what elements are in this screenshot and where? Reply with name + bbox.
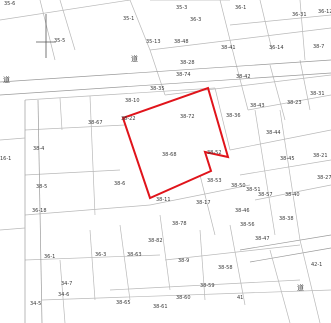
parcel-label[interactable]: 38-52 [207,150,222,156]
parcel-label[interactable]: 38-45 [280,156,295,162]
parcel-label[interactable]: 36-14 [269,45,284,51]
road-label: 道 [131,54,138,63]
parcel-label[interactable]: 38-43 [250,103,265,109]
parcel-label[interactable]: 38-38 [279,216,294,222]
parcel-label[interactable]: 38-28 [180,60,195,66]
parcel-label[interactable]: 38-51 [246,187,261,193]
parcel-label[interactable]: 38-41 [221,45,236,51]
parcel-label[interactable]: 38-56 [240,222,255,228]
parcel-label[interactable]: 38-74 [176,72,191,78]
parcel-label[interactable]: 38-22 [121,116,136,122]
parcel-label[interactable]: 38-47 [255,236,270,242]
parcel-label[interactable]: 34-6 [58,292,69,298]
parcel-label[interactable]: 36-31 [292,12,307,18]
parcel-label[interactable]: 38-63 [127,252,142,258]
parcel-label[interactable]: 38-10 [125,98,140,104]
parcel-label[interactable]: 38-42 [236,74,251,80]
parcel-label[interactable]: 38-50 [231,183,246,189]
parcel-label[interactable]: 38-59 [200,283,215,289]
parcel-label[interactable]: 38-27 [317,175,331,181]
parcel-label[interactable]: 35-6 [4,1,15,7]
parcel-label[interactable]: 36-3 [95,252,106,258]
parcel-label[interactable]: 38-48 [174,39,189,45]
parcel-label[interactable]: 35-13 [146,39,161,45]
parcel-label[interactable]: 38-65 [116,300,131,306]
parcel-label[interactable]: 38-60 [176,295,191,301]
parcel-label[interactable]: 38-21 [313,153,328,159]
parcel-label[interactable]: 38-35 [150,86,165,92]
parcel-label[interactable]: 38-40 [285,192,300,198]
parcel-label[interactable]: 42-1 [311,262,322,268]
property-boundary[interactable] [121,86,230,200]
parcel-label[interactable]: 38-11 [156,197,171,203]
road-label: 道 [297,283,304,292]
parcel-label[interactable]: 36-1 [44,254,55,260]
parcel-label[interactable]: 36-18 [32,208,47,214]
parcel-label[interactable]: 38-44 [266,130,281,136]
parcel-label[interactable]: 38-72 [180,114,195,120]
parcel-label[interactable]: 34-7 [61,281,72,287]
parcel-label[interactable]: 38-78 [172,221,187,227]
parcel-label[interactable]: 38-82 [148,238,163,244]
parcel-label[interactable]: 38-7 [313,44,324,50]
parcel-label[interactable]: 38-67 [88,120,103,126]
parcel-labels: 35-6 35-1 35-3 36-1 36-3 36-31 36-12 35-… [0,1,331,310]
parcel-label[interactable]: 38-61 [153,304,168,310]
parcel-label[interactable]: 36-1 [235,5,246,11]
parcel-label[interactable]: 36-3 [190,17,201,23]
parcel-label[interactable]: 38-6 [114,181,125,187]
parcel-label[interactable]: 36-12 [318,9,331,15]
parcel-label[interactable]: 38-31 [310,91,325,97]
parcel-label[interactable]: 38-53 [207,178,222,184]
parcel-label[interactable]: 35-3 [176,5,187,11]
parcel-label[interactable]: 38-17 [196,200,211,206]
parcel-label[interactable]: 38-4 [33,146,44,152]
parcel-label[interactable]: 38-23 [287,100,302,106]
north-arrow-icon [36,14,56,58]
parcel-label[interactable]: 35-1 [123,16,134,22]
parcel-label[interactable]: 38-68 [162,152,177,158]
road-label: 道 [3,75,10,84]
parcel-label[interactable]: 35-5 [54,38,65,44]
parcel-label[interactable]: 41 [237,295,243,301]
parcel-label[interactable]: 38-57 [258,192,273,198]
parcel-label[interactable]: 38-46 [235,208,250,214]
parcel-label[interactable]: 16-1 [0,156,11,162]
parcel-label[interactable]: 38-9 [178,258,189,264]
parcel-label[interactable]: 34-5 [30,301,41,307]
parcel-label[interactable]: 38-5 [36,184,47,190]
parcel-label[interactable]: 38-58 [218,265,233,271]
parcel-label[interactable]: 38-36 [226,113,241,119]
